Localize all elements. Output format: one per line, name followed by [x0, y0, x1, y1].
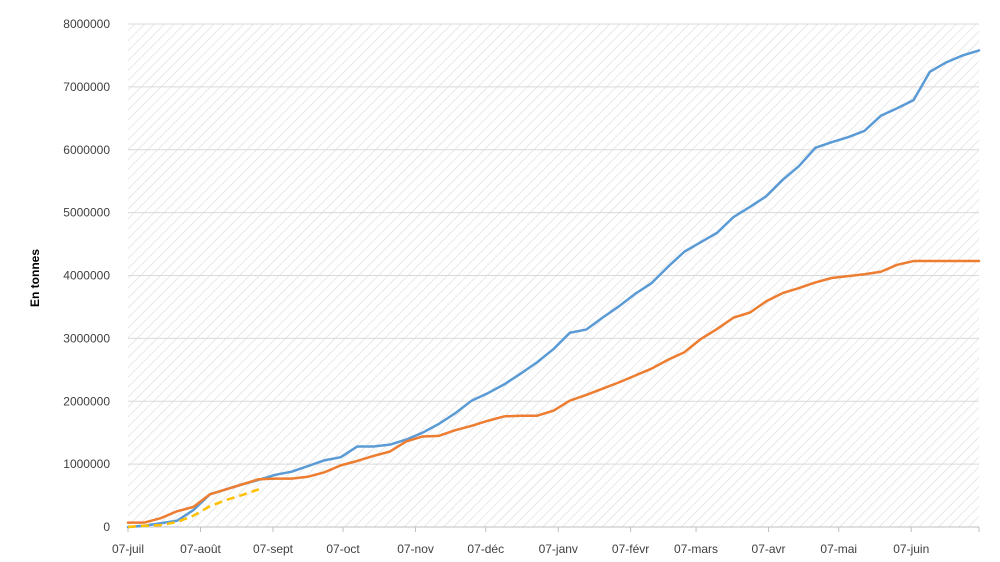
series-line-1 — [126, 49, 981, 529]
y-tick-label: 0 — [103, 520, 110, 534]
x-tick-label: 07-juin — [893, 542, 929, 556]
x-tick-label: 07-nov — [397, 542, 434, 556]
x-tick-label: 07-avr — [752, 542, 786, 556]
x-tick-label: 07-oct — [326, 542, 360, 556]
y-axis-title: En tonnes — [28, 249, 42, 307]
x-tick-label: 07-déc — [467, 542, 504, 556]
series-line-3 — [127, 488, 260, 529]
x-tick-label: 07-janv — [539, 542, 578, 556]
y-tick-label: 7000000 — [63, 80, 110, 94]
x-tick-label: 07-août — [180, 542, 221, 556]
series-lines — [126, 49, 981, 529]
y-tick-label: 5000000 — [63, 206, 110, 220]
x-tick-label: 07-sept — [253, 542, 294, 556]
y-tick-label: 8000000 — [63, 17, 110, 31]
x-tick-label: 07-févr — [612, 542, 649, 556]
x-tick-label: 07-juil — [112, 542, 144, 556]
y-tick-label: 1000000 — [63, 457, 110, 471]
y-tick-label: 6000000 — [63, 143, 110, 157]
series-line-2 — [126, 259, 981, 524]
x-tick-label: 07-mars — [674, 542, 718, 556]
y-tick-label: 2000000 — [63, 394, 110, 408]
axes — [127, 526, 980, 532]
x-tick-label: 07-mai — [820, 542, 857, 556]
y-tick-label: 4000000 — [63, 269, 110, 283]
gridlines — [128, 23, 979, 465]
y-tick-label: 3000000 — [63, 331, 110, 345]
tick-labels: 0 1000000 2000000 3000000 4000000 5000000 6000… — [63, 17, 929, 556]
